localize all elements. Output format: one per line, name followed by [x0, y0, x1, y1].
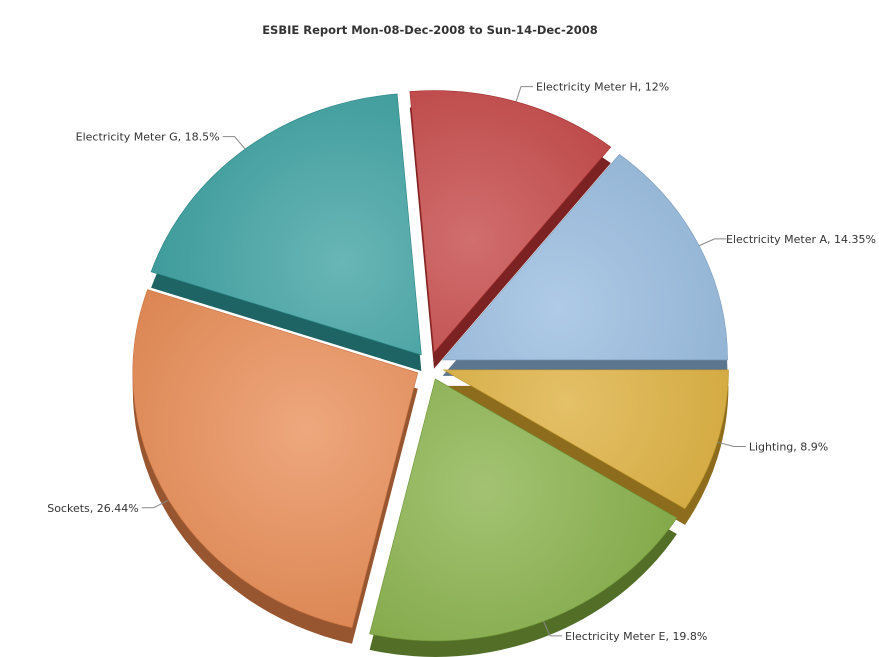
slice-label-electricity-meter-g: Electricity Meter G, 18.5% [76, 131, 220, 144]
slice-label-electricity-meter-e: Electricity Meter E, 19.8% [565, 630, 707, 643]
slice-layer [132, 90, 729, 642]
leader-line-lighting [717, 441, 746, 448]
slice-label-electricity-meter-h: Electricity Meter H, 12% [536, 81, 669, 94]
leader-line-electricity-meter-g [222, 136, 246, 150]
slice-electricity-meter-a[interactable] [441, 153, 728, 361]
slice-label-lighting: Lighting, 8.9% [749, 441, 828, 454]
leader-line-electricity-meter-a [698, 238, 727, 247]
slice-label-electricity-meter-a: Electricity Meter A, 14.35% [726, 233, 876, 246]
leader-line-sockets [141, 499, 169, 509]
label-layer: Electricity Meter A, 14.35% Electricity M… [47, 81, 876, 643]
leader-line-electricity-meter-h [515, 86, 534, 102]
chart-title: ESBIE Report Mon-08-Dec-2008 to Sun-14-D… [262, 23, 598, 37]
slice-lighting[interactable] [442, 369, 729, 510]
leader-line-electricity-meter-e [543, 621, 563, 637]
slice-electricity-meter-g[interactable] [150, 93, 422, 356]
slice-label-sockets: Sockets, 26.44% [47, 502, 139, 515]
